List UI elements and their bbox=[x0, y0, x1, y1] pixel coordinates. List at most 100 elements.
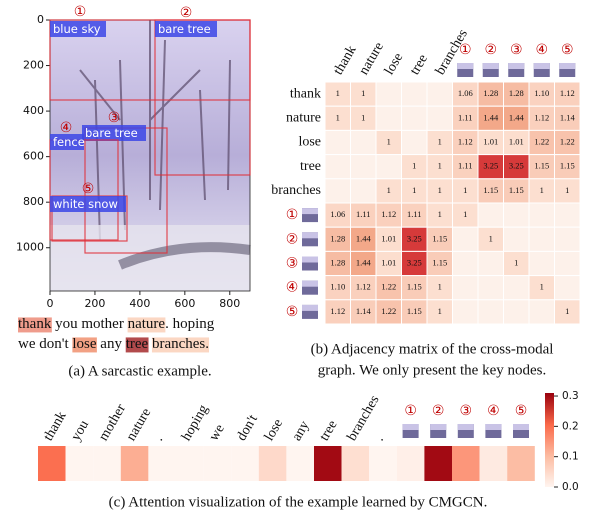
attention-cell bbox=[121, 446, 149, 481]
page: {"panel_a": { "xticks": [0, 200, 400, 60… bbox=[0, 0, 596, 515]
matrix-cell bbox=[376, 106, 402, 130]
row-label: thank bbox=[290, 86, 321, 101]
colorbar-tick-label: 0.1 bbox=[562, 451, 579, 463]
attention-cell bbox=[176, 446, 204, 481]
matrix-value: 1 bbox=[387, 136, 391, 146]
matrix-value: 1.06 bbox=[458, 88, 473, 98]
sentence-token: tree bbox=[126, 336, 149, 352]
matrix-cell bbox=[453, 276, 479, 300]
matrix-value: 1.01 bbox=[381, 257, 396, 267]
token-label: thank bbox=[41, 409, 70, 443]
matrix-cell bbox=[504, 300, 530, 324]
matrix-value: 1 bbox=[565, 306, 569, 316]
region-marker: ⑤ bbox=[82, 181, 95, 197]
matrix-value: 1 bbox=[463, 185, 467, 195]
attention-cell bbox=[397, 446, 425, 481]
matrix-value: 1 bbox=[438, 136, 442, 146]
thumbnail-sky bbox=[457, 63, 473, 69]
token-marker: ① bbox=[404, 403, 417, 419]
matrix-cell bbox=[351, 130, 377, 154]
sentence-token: any bbox=[97, 336, 126, 352]
thumbnail-sky bbox=[302, 281, 318, 287]
thumbnail-sky bbox=[559, 63, 575, 69]
token-label: lose bbox=[262, 417, 286, 444]
matrix-value: 1.22 bbox=[560, 136, 575, 146]
matrix-value: 3.25 bbox=[407, 257, 422, 267]
matrix-value: 1.10 bbox=[534, 88, 549, 98]
attention-cell bbox=[424, 446, 452, 481]
x-tick-label: 200 bbox=[84, 297, 105, 310]
matrix-cell bbox=[325, 130, 351, 154]
thumbnail-sky bbox=[302, 257, 318, 263]
matrix-cell bbox=[376, 82, 402, 106]
y-tick-label: 400 bbox=[23, 104, 44, 117]
matrix-value: 1.12 bbox=[330, 306, 345, 316]
matrix-cell bbox=[478, 203, 504, 227]
attention-cell bbox=[148, 446, 176, 481]
attention-cell bbox=[507, 446, 535, 481]
thumbnail-sky bbox=[302, 305, 318, 311]
matrix-value: 1.22 bbox=[381, 306, 396, 316]
matrix-value: 1 bbox=[540, 185, 544, 195]
matrix-value: 1.14 bbox=[356, 306, 372, 316]
region-marker: ③ bbox=[108, 110, 121, 126]
attention-cell bbox=[342, 446, 370, 481]
thumbnail-sky bbox=[513, 424, 529, 430]
matrix-value: 1.15 bbox=[560, 161, 575, 171]
matrix-value: 1.28 bbox=[330, 233, 345, 243]
caption: (c) Attention visualization of the examp… bbox=[109, 494, 488, 510]
col-marker: ② bbox=[484, 42, 497, 58]
thumbnail-sky bbox=[302, 232, 318, 238]
caption: (a) A sarcastic example. bbox=[68, 363, 211, 379]
matrix-value: 1.01 bbox=[483, 136, 498, 146]
token-label: don't bbox=[234, 412, 261, 443]
region-label: blue sky bbox=[53, 22, 101, 36]
token-label: hoping bbox=[179, 402, 211, 443]
col-marker: ⑤ bbox=[561, 42, 574, 58]
thumbnail-sky bbox=[430, 424, 446, 430]
region-label: white snow bbox=[53, 197, 118, 211]
sentence-token: thank bbox=[18, 316, 52, 332]
matrix-cell bbox=[529, 251, 555, 275]
matrix-cell bbox=[402, 106, 428, 130]
panel-c: thankyoumothernature.hopingwedon'tlosean… bbox=[38, 390, 579, 510]
row-label: nature bbox=[286, 111, 321, 126]
row-label: lose bbox=[298, 135, 321, 150]
matrix-value: 1 bbox=[336, 88, 340, 98]
token-label: nature bbox=[124, 406, 154, 444]
region-marker: ① bbox=[74, 4, 87, 20]
x-tick-label: 400 bbox=[129, 297, 150, 310]
matrix-value: 1 bbox=[336, 112, 340, 122]
matrix-cell bbox=[453, 251, 479, 275]
matrix-value: 1.22 bbox=[381, 282, 396, 292]
figure: 020040060080002004006008001000blue sky①b… bbox=[0, 0, 596, 515]
col-marker: ④ bbox=[535, 42, 548, 58]
region-label: bare tree bbox=[85, 126, 138, 140]
matrix-value: 1 bbox=[438, 209, 442, 219]
matrix-value: 1.10 bbox=[330, 282, 345, 292]
matrix-value: 1 bbox=[463, 209, 467, 219]
matrix-cell bbox=[351, 155, 377, 179]
region-label: bare tree bbox=[158, 22, 211, 36]
matrix-value: 1.01 bbox=[381, 233, 396, 243]
matrix-cell bbox=[555, 227, 581, 251]
matrix-value: 1.12 bbox=[458, 136, 473, 146]
col-label: thank bbox=[331, 43, 360, 77]
panel-b: thankthanknaturenatureloselosetreetreebr… bbox=[271, 27, 580, 378]
matrix-cell bbox=[325, 155, 351, 179]
col-label: nature bbox=[357, 40, 387, 78]
token-label: we bbox=[207, 422, 228, 444]
row-marker: ① bbox=[286, 207, 299, 223]
matrix-value: 1 bbox=[412, 185, 416, 195]
thumbnail-sky bbox=[508, 63, 524, 69]
matrix-cell bbox=[427, 82, 453, 106]
matrix-cell bbox=[478, 251, 504, 275]
matrix-value: 1 bbox=[438, 185, 442, 195]
col-label: lose bbox=[382, 51, 406, 78]
attention-cell bbox=[314, 446, 342, 481]
token-label: any bbox=[289, 419, 312, 444]
matrix-cell bbox=[555, 251, 581, 275]
sentence-line: thank you mother nature. hoping bbox=[18, 316, 215, 332]
matrix-value: 1.28 bbox=[509, 88, 524, 98]
